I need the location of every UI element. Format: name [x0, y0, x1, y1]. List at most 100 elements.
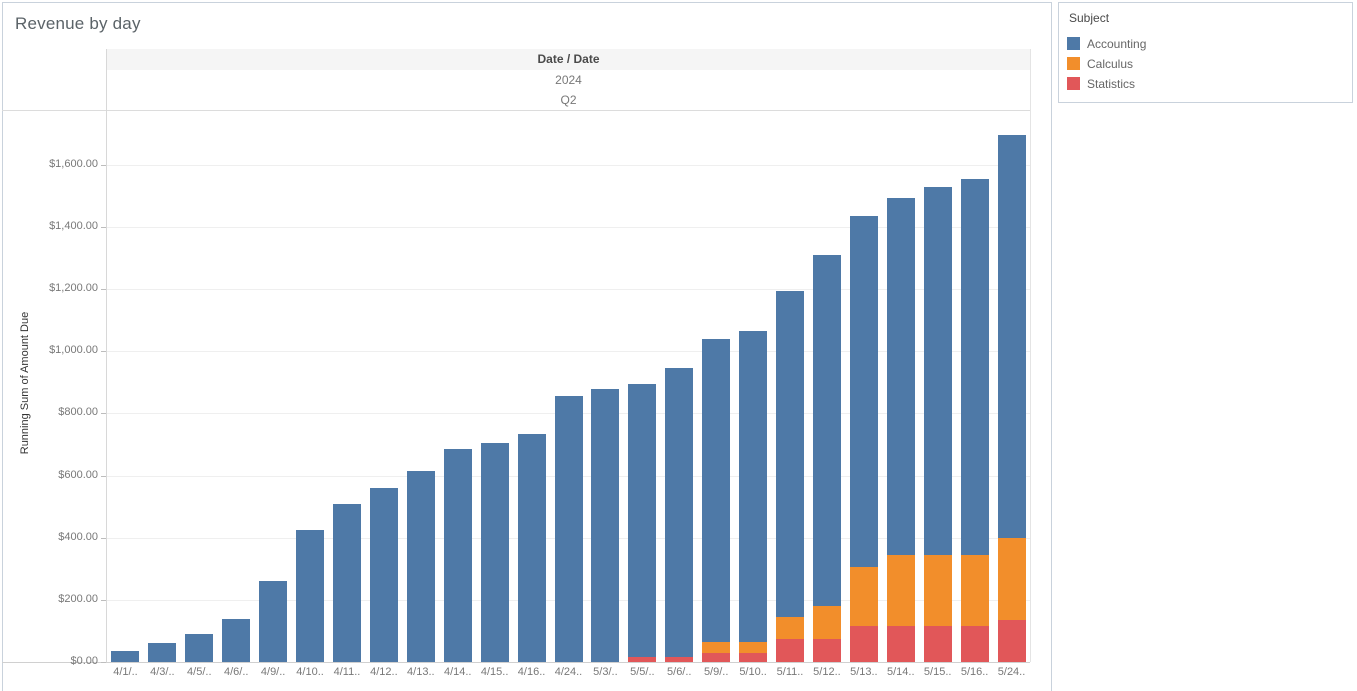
- x-tick-label[interactable]: 5/5/..: [630, 666, 655, 678]
- bar-segment-calculus[interactable]: [960, 554, 989, 627]
- x-tick-label[interactable]: 4/5/..: [187, 666, 212, 678]
- y-tick-mark: [101, 599, 106, 601]
- column-header-band: Date / Date: [107, 49, 1030, 70]
- x-tick-label[interactable]: 5/16..: [960, 666, 989, 678]
- bar-segment-calculus[interactable]: [702, 641, 731, 653]
- bar-segment-accounting[interactable]: [517, 433, 546, 662]
- x-tick-label[interactable]: 4/1/..: [113, 666, 138, 678]
- y-axis-title: Running Sum of Amount Due: [19, 311, 31, 455]
- gridline: [107, 289, 1030, 291]
- bar-segment-calculus[interactable]: [739, 641, 768, 653]
- bar-segment-accounting[interactable]: [185, 634, 214, 662]
- bar-segment-calculus[interactable]: [812, 606, 841, 639]
- legend-item-statistics[interactable]: Statistics: [1067, 76, 1337, 92]
- bar-segment-accounting[interactable]: [849, 216, 878, 568]
- bar-4/16: [517, 433, 546, 662]
- bar-segment-accounting[interactable]: [111, 651, 140, 662]
- bar-segment-accounting[interactable]: [443, 449, 472, 662]
- bar-segment-accounting[interactable]: [665, 368, 694, 658]
- x-tick-label[interactable]: 5/15..: [923, 666, 952, 678]
- x-tick-label[interactable]: 5/11..: [776, 666, 804, 678]
- header-divider: [2, 110, 1030, 111]
- column-field-label[interactable]: Date / Date: [537, 52, 600, 66]
- x-tick-label[interactable]: 4/15..: [480, 666, 509, 678]
- x-tick-label[interactable]: 5/14..: [887, 666, 915, 678]
- x-tick-label[interactable]: 4/10..: [296, 666, 324, 678]
- bar-segment-statistics[interactable]: [628, 657, 657, 662]
- x-tick-label[interactable]: 4/13..: [407, 666, 435, 678]
- bar-5/13: [849, 216, 878, 662]
- x-tick-label[interactable]: 4/3/..: [150, 666, 175, 678]
- y-tick-label: $200.00: [58, 592, 98, 605]
- x-tick-label[interactable]: 5/6/..: [667, 666, 692, 678]
- x-tick-label[interactable]: 5/12..: [813, 666, 841, 678]
- bar-segment-accounting[interactable]: [480, 443, 509, 662]
- x-tick-label[interactable]: 5/13..: [850, 666, 878, 678]
- y-tick-label: $1,600.00: [49, 157, 98, 170]
- column-header-year[interactable]: 2024: [555, 73, 582, 87]
- y-tick-mark: [101, 164, 106, 166]
- y-axis-line: [106, 49, 107, 662]
- x-tick-label[interactable]: 4/11..: [333, 666, 361, 678]
- bar-segment-statistics[interactable]: [739, 652, 768, 662]
- bar-segment-accounting[interactable]: [332, 503, 361, 662]
- bar-segment-accounting[interactable]: [369, 488, 398, 662]
- bar-segment-accounting[interactable]: [296, 529, 325, 662]
- x-tick-label[interactable]: 5/24..: [997, 666, 1026, 678]
- legend-item-calculus[interactable]: Calculus: [1067, 56, 1337, 72]
- bar-5/9/: [702, 338, 731, 662]
- x-tick-label[interactable]: 4/12..: [370, 666, 398, 678]
- bar-segment-statistics[interactable]: [776, 638, 805, 662]
- bar-segment-statistics[interactable]: [886, 626, 915, 662]
- bar-segment-calculus[interactable]: [886, 554, 915, 627]
- bar-5/11: [776, 290, 805, 662]
- y-tick-label: $400.00: [58, 530, 98, 543]
- bar-segment-calculus[interactable]: [776, 616, 805, 639]
- bar-segment-accounting[interactable]: [997, 135, 1026, 538]
- bar-segment-statistics[interactable]: [997, 620, 1026, 662]
- bar-segment-accounting[interactable]: [222, 618, 251, 662]
- bar-segment-calculus[interactable]: [923, 554, 952, 627]
- bar-segment-accounting[interactable]: [923, 186, 952, 555]
- bar-segment-calculus[interactable]: [997, 537, 1026, 621]
- y-tick-label: $1,400.00: [49, 220, 98, 233]
- y-tick-label: $1,000.00: [49, 344, 98, 357]
- bar-segment-statistics[interactable]: [812, 638, 841, 662]
- column-header-quarter[interactable]: Q2: [560, 93, 577, 107]
- x-tick-label[interactable]: 5/9/..: [703, 666, 729, 678]
- legend-label: Statistics: [1087, 77, 1136, 91]
- bar-segment-accounting[interactable]: [554, 396, 583, 662]
- x-tick-label[interactable]: 5/3/..: [593, 666, 618, 678]
- bar-segment-accounting[interactable]: [628, 383, 657, 658]
- bar-4/13: [406, 470, 435, 662]
- bar-segment-accounting[interactable]: [739, 331, 768, 642]
- x-tick-label[interactable]: 4/16..: [517, 666, 546, 678]
- bar-segment-accounting[interactable]: [702, 338, 731, 642]
- bar-segment-statistics[interactable]: [849, 626, 878, 662]
- bar-segment-accounting[interactable]: [812, 255, 841, 607]
- x-tick-label[interactable]: 4/24..: [554, 666, 583, 678]
- bar-4/10: [296, 529, 325, 662]
- bar-segment-accounting[interactable]: [886, 197, 915, 555]
- bar-segment-accounting[interactable]: [148, 643, 177, 662]
- bar-segment-statistics[interactable]: [702, 652, 731, 662]
- x-tick-label[interactable]: 4/6/..: [223, 666, 249, 678]
- bar-segment-accounting[interactable]: [960, 178, 989, 555]
- bar-segment-statistics[interactable]: [665, 657, 694, 662]
- bar-4/5/: [185, 634, 214, 662]
- bar-segment-statistics[interactable]: [960, 626, 989, 662]
- x-tick-label[interactable]: 4/14..: [443, 666, 472, 678]
- bar-segment-accounting[interactable]: [259, 581, 288, 662]
- bar-5/15: [923, 186, 952, 662]
- legend-swatch-icon: [1067, 57, 1080, 70]
- bar-segment-accounting[interactable]: [591, 388, 620, 662]
- legend-item-accounting[interactable]: Accounting: [1067, 36, 1337, 52]
- bar-segment-statistics[interactable]: [923, 626, 952, 662]
- bar-segment-calculus[interactable]: [849, 567, 878, 627]
- x-tick-label[interactable]: 4/9/..: [260, 666, 286, 678]
- bar-segment-accounting[interactable]: [776, 290, 805, 617]
- bar-5/6/: [665, 368, 694, 662]
- y-tick-mark: [101, 289, 106, 291]
- bar-segment-accounting[interactable]: [406, 470, 435, 662]
- x-tick-label[interactable]: 5/10..: [739, 666, 767, 678]
